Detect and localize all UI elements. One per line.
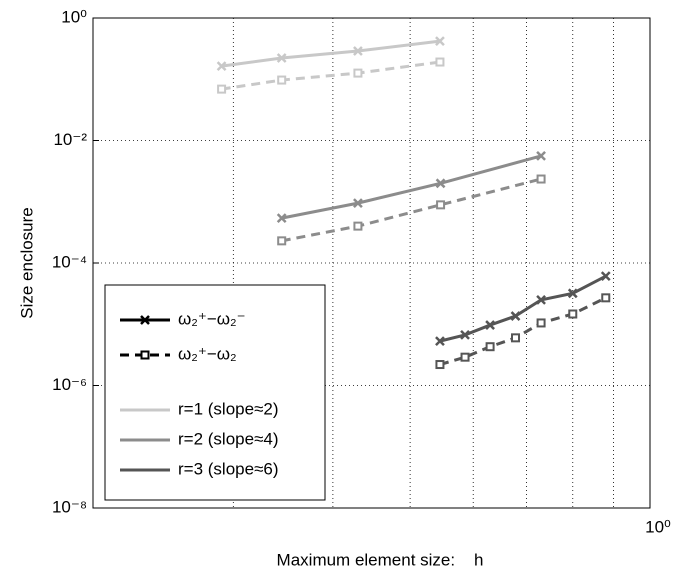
marker-x bbox=[460, 330, 470, 340]
x-tick-label: 10⁰ bbox=[645, 517, 671, 536]
series-line bbox=[281, 177, 542, 243]
marker-square bbox=[568, 309, 578, 319]
marker-x bbox=[353, 46, 363, 56]
marker-square bbox=[536, 318, 546, 328]
y-axis-label: Size enclosure bbox=[17, 207, 36, 319]
marker-x bbox=[276, 53, 287, 63]
marker-square bbox=[511, 333, 521, 343]
legend-label: ω₂⁺−ω₂⁻ bbox=[178, 309, 246, 328]
marker-square bbox=[353, 68, 363, 78]
marker-x bbox=[510, 311, 521, 321]
plot-frame bbox=[92, 17, 651, 509]
x-axis-label: Maximum element size: h bbox=[277, 550, 484, 569]
marker-x bbox=[276, 213, 287, 224]
series-line bbox=[221, 60, 441, 91]
legend-label: r=2 (slope≈4) bbox=[178, 429, 279, 448]
marker-x bbox=[536, 151, 546, 161]
y-tick-label: 10⁻⁸ bbox=[52, 497, 87, 516]
marker-square bbox=[435, 57, 445, 67]
marker-x bbox=[536, 294, 546, 305]
marker-square bbox=[536, 174, 546, 184]
marker-square bbox=[217, 84, 227, 94]
marker-square bbox=[277, 236, 287, 246]
legend-label: ω₂⁺−ω₂ bbox=[178, 344, 237, 363]
legend-label: r=3 (slope≈6) bbox=[178, 459, 279, 478]
marker-x bbox=[600, 271, 611, 282]
marker-square bbox=[460, 352, 470, 362]
marker-square bbox=[353, 221, 363, 231]
marker-square bbox=[435, 360, 445, 370]
y-tick-label: 10⁰ bbox=[61, 7, 87, 26]
y-tick-label: 10⁻⁶ bbox=[52, 375, 87, 394]
marker-square bbox=[436, 200, 446, 210]
y-tick-label: 10⁻² bbox=[53, 130, 87, 149]
marker-x bbox=[485, 320, 495, 330]
legend-marker bbox=[140, 315, 150, 325]
marker-x bbox=[435, 178, 446, 189]
y-tick-label: 10⁻⁴ bbox=[52, 252, 87, 271]
marker-x bbox=[216, 61, 227, 71]
series-line bbox=[221, 39, 441, 68]
marker-square bbox=[601, 293, 611, 303]
marker-x bbox=[435, 336, 445, 347]
series-line bbox=[281, 154, 542, 220]
marker-square bbox=[277, 75, 287, 85]
marker-x bbox=[353, 198, 363, 208]
marker-x bbox=[435, 36, 445, 46]
marker-x bbox=[567, 288, 578, 299]
legend-label: r=1 (slope≈2) bbox=[178, 399, 279, 418]
legend-marker bbox=[140, 350, 150, 360]
marker-square bbox=[485, 342, 495, 352]
